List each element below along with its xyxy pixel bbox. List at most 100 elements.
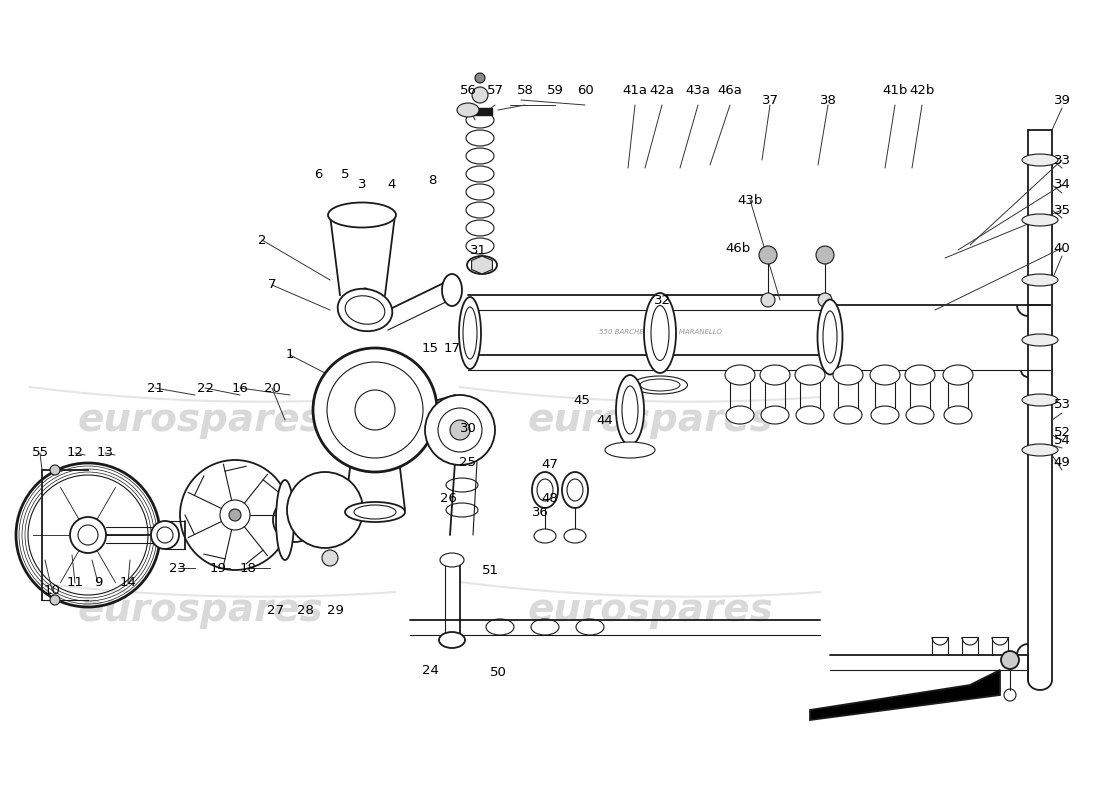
- Text: 31: 31: [470, 243, 486, 257]
- Text: 17: 17: [443, 342, 461, 354]
- Text: 50: 50: [490, 666, 506, 678]
- Text: eurospares: eurospares: [77, 401, 323, 439]
- Polygon shape: [468, 108, 492, 115]
- Ellipse shape: [1022, 274, 1058, 286]
- Text: 26: 26: [440, 491, 456, 505]
- Ellipse shape: [817, 299, 843, 374]
- Circle shape: [229, 509, 241, 521]
- Circle shape: [634, 381, 642, 389]
- Text: 53: 53: [1054, 398, 1070, 411]
- Text: 46b: 46b: [725, 242, 750, 254]
- Text: 33: 33: [1054, 154, 1070, 166]
- Text: 48: 48: [541, 491, 559, 505]
- Ellipse shape: [871, 406, 899, 424]
- Text: 13: 13: [97, 446, 113, 459]
- Text: 550 BARCHETTA / 550 MARANELLO: 550 BARCHETTA / 550 MARANELLO: [598, 329, 722, 335]
- Circle shape: [816, 246, 834, 264]
- Ellipse shape: [1022, 394, 1058, 406]
- Ellipse shape: [833, 365, 864, 385]
- Ellipse shape: [459, 297, 481, 369]
- Ellipse shape: [760, 365, 790, 385]
- Text: 3: 3: [358, 178, 366, 191]
- Circle shape: [450, 420, 470, 440]
- Text: 43a: 43a: [685, 83, 711, 97]
- Circle shape: [50, 465, 60, 475]
- Text: 10: 10: [44, 583, 60, 597]
- Ellipse shape: [761, 406, 789, 424]
- Ellipse shape: [905, 365, 935, 385]
- Text: eurospares: eurospares: [527, 401, 773, 439]
- Ellipse shape: [1022, 214, 1058, 226]
- Circle shape: [348, 505, 358, 515]
- Circle shape: [345, 315, 353, 323]
- Text: 38: 38: [820, 94, 836, 106]
- Text: 42a: 42a: [649, 83, 674, 97]
- Ellipse shape: [834, 406, 862, 424]
- Ellipse shape: [562, 472, 588, 508]
- Ellipse shape: [564, 529, 586, 543]
- Text: 30: 30: [460, 422, 476, 434]
- Ellipse shape: [328, 202, 396, 227]
- Circle shape: [295, 493, 305, 503]
- Text: 43b: 43b: [737, 194, 762, 206]
- Circle shape: [472, 87, 488, 103]
- Text: 58: 58: [517, 83, 534, 97]
- Circle shape: [70, 517, 106, 553]
- Circle shape: [818, 293, 832, 307]
- Ellipse shape: [534, 529, 556, 543]
- Ellipse shape: [796, 406, 824, 424]
- Text: 51: 51: [482, 563, 498, 577]
- Ellipse shape: [338, 289, 393, 331]
- Text: 39: 39: [1054, 94, 1070, 106]
- Circle shape: [355, 390, 395, 430]
- Ellipse shape: [795, 365, 825, 385]
- Ellipse shape: [456, 103, 478, 117]
- Ellipse shape: [276, 480, 294, 560]
- Text: 24: 24: [421, 663, 439, 677]
- Text: 36: 36: [531, 506, 549, 518]
- Text: 59: 59: [547, 83, 563, 97]
- Text: 56: 56: [460, 83, 476, 97]
- Text: eurospares: eurospares: [527, 591, 773, 629]
- Text: 9: 9: [94, 577, 102, 590]
- Text: 41a: 41a: [623, 83, 648, 97]
- Circle shape: [761, 293, 776, 307]
- Text: 18: 18: [240, 562, 256, 574]
- Text: 29: 29: [327, 603, 343, 617]
- Text: 32: 32: [653, 294, 671, 306]
- Text: 25: 25: [460, 455, 476, 469]
- Text: 6: 6: [314, 169, 322, 182]
- Ellipse shape: [726, 406, 754, 424]
- Ellipse shape: [1022, 154, 1058, 166]
- Circle shape: [295, 517, 305, 527]
- Text: 27: 27: [266, 603, 284, 617]
- Text: 54: 54: [1054, 434, 1070, 446]
- Ellipse shape: [870, 365, 900, 385]
- Text: 8: 8: [428, 174, 437, 186]
- Text: 23: 23: [169, 562, 187, 574]
- Text: 7: 7: [267, 278, 276, 291]
- Text: 42b: 42b: [910, 83, 935, 97]
- Circle shape: [678, 381, 686, 389]
- Text: 19: 19: [210, 562, 227, 574]
- Text: 15: 15: [421, 342, 439, 354]
- Circle shape: [475, 73, 485, 83]
- Text: 14: 14: [120, 577, 136, 590]
- Circle shape: [338, 527, 348, 537]
- Ellipse shape: [605, 442, 654, 458]
- Ellipse shape: [632, 376, 688, 394]
- Ellipse shape: [725, 365, 755, 385]
- Ellipse shape: [1022, 334, 1058, 346]
- Circle shape: [338, 483, 348, 493]
- Ellipse shape: [1022, 444, 1058, 456]
- Text: 37: 37: [761, 94, 779, 106]
- Text: 12: 12: [66, 446, 84, 459]
- Ellipse shape: [943, 365, 974, 385]
- Text: 45: 45: [573, 394, 591, 406]
- Text: 34: 34: [1054, 178, 1070, 191]
- Text: 55: 55: [32, 446, 48, 459]
- Text: 60: 60: [576, 83, 593, 97]
- Circle shape: [314, 532, 323, 542]
- Text: 57: 57: [486, 83, 504, 97]
- Text: 2: 2: [257, 234, 266, 246]
